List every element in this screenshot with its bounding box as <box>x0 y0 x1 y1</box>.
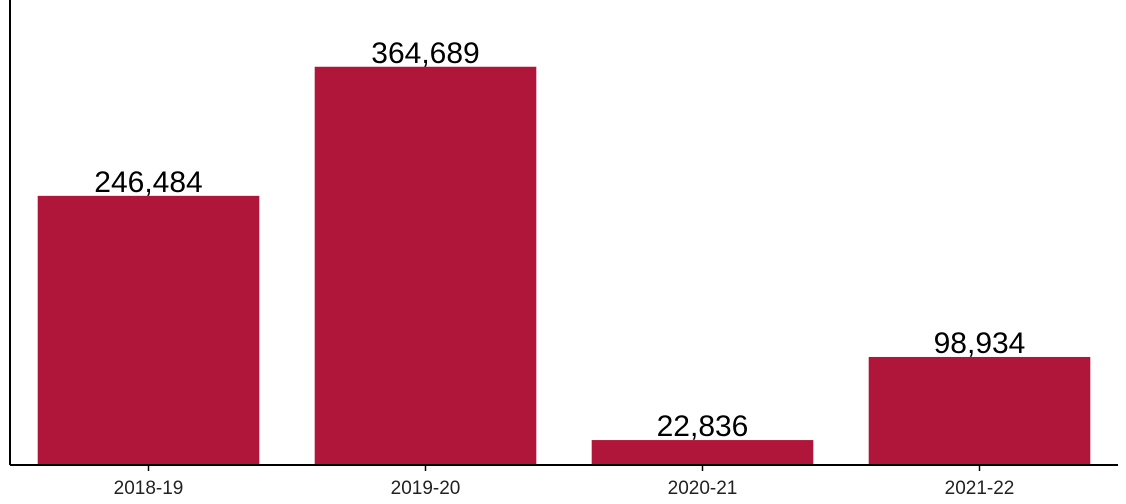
bar-labels-group: 246,484 364,689 22,836 98,934 <box>94 37 1025 443</box>
bar-value-label: 98,934 <box>934 327 1026 360</box>
bar-value-label: 364,689 <box>371 37 479 70</box>
bar-2019-20 <box>314 66 537 465</box>
bars-group <box>37 66 1091 465</box>
bar-2018-19 <box>37 195 260 465</box>
bar-value-label: 22,836 <box>657 410 749 443</box>
bar-2020-21 <box>591 440 814 465</box>
x-tick-label: 2018-19 <box>114 478 184 499</box>
bar-2021-22 <box>868 356 1091 465</box>
bar-value-label: 246,484 <box>94 166 202 199</box>
x-tick-labels-group: 2018-19 2019-20 2020-21 2021-22 <box>114 478 1015 499</box>
x-tick-label: 2020-21 <box>668 478 738 499</box>
x-tick-label: 2021-22 <box>945 478 1015 499</box>
x-tick-label: 2019-20 <box>391 478 461 499</box>
x-ticks-group <box>147 465 981 471</box>
